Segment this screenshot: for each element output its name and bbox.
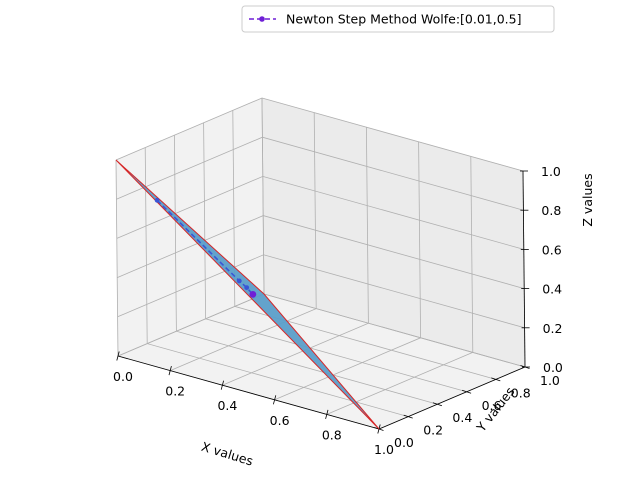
y-axis-line — [378, 366, 526, 430]
y-grid-line — [174, 135, 438, 405]
z-grid-line — [115, 97, 524, 172]
legend-label: Newton Step Method Wolfe:[0.01,0.5] — [286, 12, 522, 27]
z-tick-label: 0.8 — [541, 203, 561, 218]
series-point — [236, 278, 242, 284]
y-grid-line — [203, 122, 467, 393]
plane-triangle — [115, 159, 380, 430]
y-tick-mark — [403, 414, 413, 419]
legend-marker-sample — [259, 16, 265, 22]
z-tick-label: 0.0 — [543, 360, 563, 375]
tick-labels: 0.0 0.0 0.0 0.2 0.2 0.2 0.4 0.4 0.4 0.6 0.6 0.6 0.8 0… — [113, 164, 563, 457]
x-tick-label: 0.8 — [322, 427, 342, 442]
x-tick-label: 0.6 — [270, 413, 290, 428]
y-tick-mark — [432, 402, 443, 407]
series-layer — [154, 197, 257, 298]
series-point — [244, 285, 250, 290]
x-tick-mark — [220, 380, 224, 390]
z-axis-label: Z values — [580, 173, 595, 226]
z-tick-label: 0.6 — [542, 242, 562, 257]
y-tick-mark — [491, 377, 501, 382]
x-tick-label: 0.4 — [217, 398, 237, 413]
y-axis-label: Y values — [473, 384, 518, 435]
y-tick-label: 0.6 — [482, 398, 502, 413]
x-tick-mark — [168, 365, 172, 376]
series-line — [156, 199, 254, 295]
x-axis-label: X values — [200, 439, 255, 469]
x-tick-mark — [116, 351, 120, 361]
x-tick-label: 0.0 — [113, 369, 133, 384]
series-point — [249, 290, 257, 298]
x-tick-mark — [325, 409, 329, 420]
y-tick-label: 0.8 — [511, 385, 531, 400]
legend: Newton Step Method Wolfe:[0.01,0.5] — [241, 5, 555, 33]
plane-surface — [115, 159, 380, 430]
y-tick-label: 0.2 — [423, 423, 443, 438]
axis-panes — [115, 97, 527, 430]
y-tick-label: 0.0 — [394, 435, 414, 450]
x-tick-label: 1.0 — [374, 442, 394, 457]
y-grid-line — [144, 147, 409, 417]
y-grid-line — [232, 110, 496, 380]
y-tick-mark — [461, 389, 472, 394]
series-point — [154, 197, 160, 203]
x-axis-line — [117, 355, 380, 430]
z-tick-label: 0.4 — [542, 282, 562, 297]
x-tick-label: 0.2 — [165, 384, 185, 399]
x-tick-mark — [273, 395, 277, 405]
legend-frame — [241, 5, 555, 33]
z-axis-line — [522, 170, 526, 368]
z-tick-label: 0.2 — [543, 321, 563, 336]
y-tick-label: 1.0 — [540, 373, 560, 388]
y-tick-mark — [520, 365, 530, 369]
y-tick-label: 0.4 — [452, 410, 472, 425]
z-tick-label: 1.0 — [541, 164, 561, 179]
tick-marks — [116, 170, 530, 434]
axis-lines — [117, 170, 526, 430]
